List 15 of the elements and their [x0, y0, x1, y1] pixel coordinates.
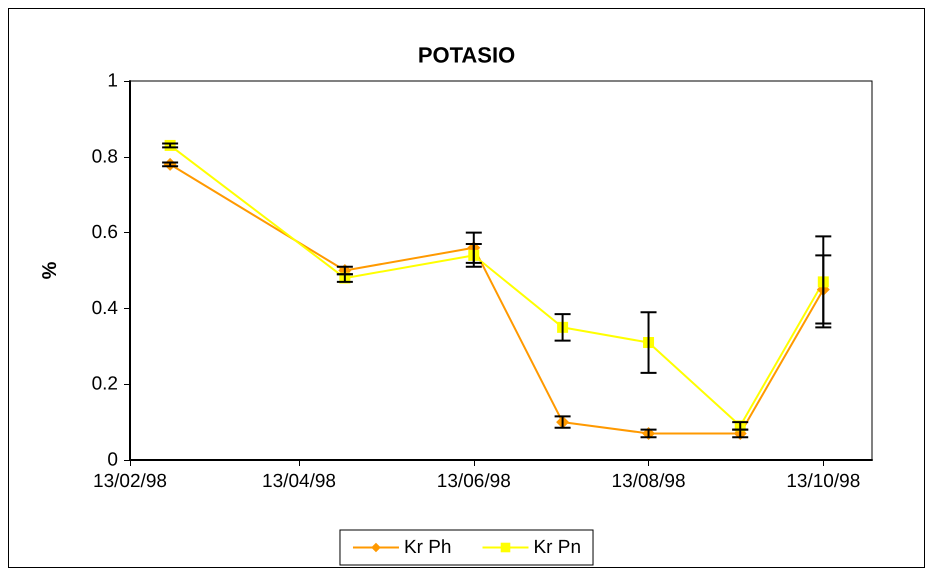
x-tick-label: 13/02/98	[93, 471, 167, 492]
x-tick-label: 13/04/98	[262, 471, 336, 492]
y-tick-label: 0.8	[92, 146, 118, 168]
y-tick-label: 1	[107, 70, 118, 92]
y-axis-title: %	[39, 261, 61, 280]
x-tick-label: 13/08/98	[612, 471, 686, 492]
chart-title: POTASIO	[418, 42, 516, 68]
y-tick-label: 0.4	[92, 298, 118, 319]
y-tick-label: 0.2	[92, 374, 118, 395]
legend-label: Kr Ph	[404, 537, 452, 558]
y-tick-label: 0	[107, 450, 118, 470]
y-tick-label: 0.6	[92, 222, 118, 244]
legend-label: Kr Pn	[534, 537, 582, 558]
x-tick-label: 13/10/98	[786, 471, 860, 492]
x-tick-label: 13/06/98	[436, 471, 511, 492]
